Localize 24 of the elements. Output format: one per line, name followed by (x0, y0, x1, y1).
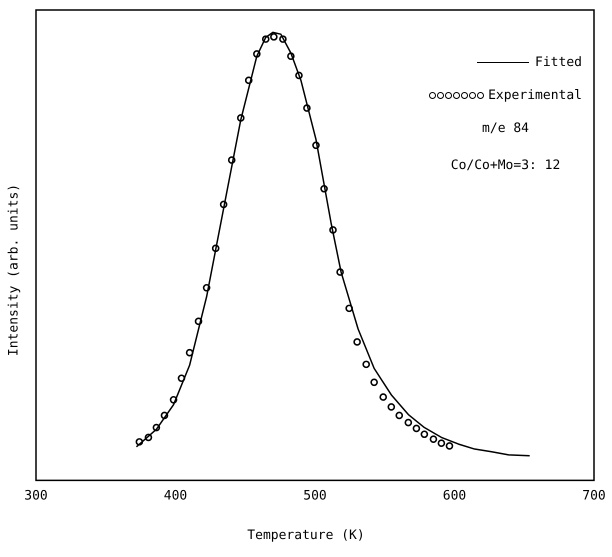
x-tick-label: 400 (164, 488, 188, 504)
point (438, 439, 446, 448)
point (430, 435, 438, 443)
annotation: Co/Co+Mo=3: 12 (450, 158, 562, 173)
point (270, 33, 278, 41)
x-axis-title: Temperature (K) (246, 528, 366, 543)
point (412, 424, 420, 432)
x-tick-label: 300 (24, 488, 48, 504)
x-tick-label: 600 (442, 488, 466, 504)
point (362, 360, 370, 368)
point (395, 412, 404, 420)
point (404, 418, 412, 426)
legend-label: Experimental (488, 88, 582, 103)
point (420, 430, 428, 438)
y-axis-title: Intensity (arb. units) (6, 184, 22, 356)
point (353, 338, 361, 346)
point (379, 393, 388, 401)
x-tick-label: 700 (582, 488, 606, 504)
annotation: m/e 84 (481, 121, 530, 136)
point (446, 442, 454, 450)
point (388, 403, 396, 411)
legend-label: Fitted (535, 55, 582, 70)
point (370, 378, 378, 386)
x-tick-label: 500 (303, 488, 327, 504)
